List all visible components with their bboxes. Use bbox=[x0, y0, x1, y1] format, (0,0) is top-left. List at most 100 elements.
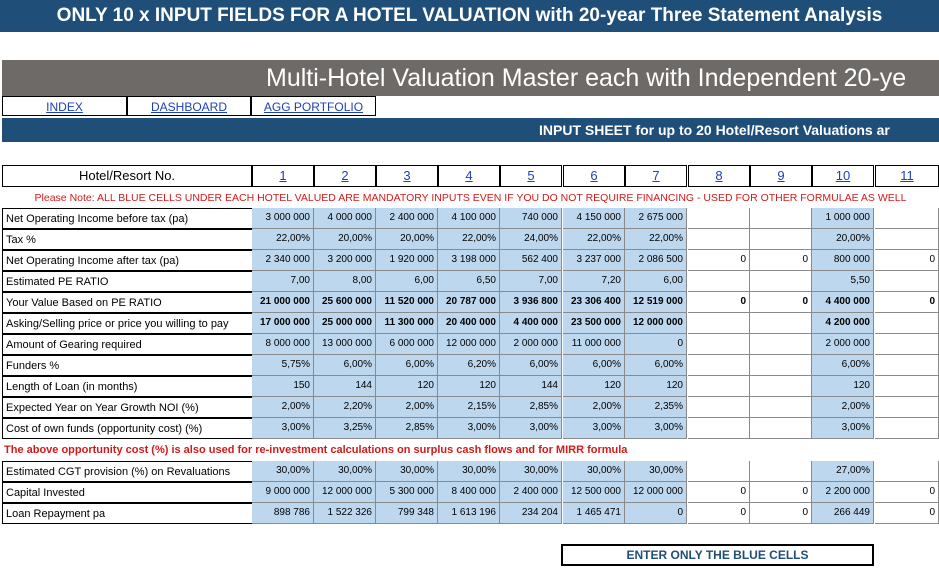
value-cell[interactable]: 0 bbox=[625, 503, 687, 524]
value-cell[interactable]: 5,75% bbox=[252, 355, 314, 376]
value-cell[interactable]: 30,00% bbox=[252, 461, 314, 482]
value-cell[interactable]: 2,20% bbox=[314, 397, 376, 418]
value-cell[interactable]: 120 bbox=[625, 376, 687, 397]
hotel-number-6[interactable]: 6 bbox=[563, 165, 625, 187]
value-cell[interactable]: 6,50 bbox=[438, 271, 500, 292]
value-cell[interactable]: 4 100 000 bbox=[438, 208, 500, 229]
value-cell[interactable]: 266 449 bbox=[812, 503, 874, 524]
value-cell[interactable]: 20 787 000 bbox=[438, 292, 500, 313]
value-cell[interactable]: 4 200 000 bbox=[812, 313, 874, 334]
value-cell[interactable]: 2 000 000 bbox=[812, 334, 874, 355]
hotel-number-2[interactable]: 2 bbox=[314, 165, 376, 187]
value-cell[interactable]: 120 bbox=[438, 376, 500, 397]
value-cell[interactable]: 2 200 000 bbox=[812, 482, 874, 503]
value-cell[interactable]: 4 400 000 bbox=[812, 292, 874, 313]
value-cell[interactable]: 2,15% bbox=[438, 397, 500, 418]
value-cell[interactable]: 11 000 000 bbox=[563, 334, 625, 355]
value-cell[interactable]: 120 bbox=[563, 376, 625, 397]
hotel-number-11[interactable]: 11 bbox=[875, 165, 939, 187]
value-cell[interactable]: 4 150 000 bbox=[563, 208, 625, 229]
value-cell[interactable]: 144 bbox=[314, 376, 376, 397]
value-cell[interactable]: 1 613 196 bbox=[438, 503, 500, 524]
hotel-number-3[interactable]: 3 bbox=[376, 165, 438, 187]
value-cell[interactable]: 12 519 000 bbox=[625, 292, 687, 313]
value-cell[interactable]: 3,00% bbox=[252, 418, 314, 439]
value-cell[interactable]: 2,35% bbox=[625, 397, 687, 418]
value-cell[interactable]: 2 400 000 bbox=[376, 208, 438, 229]
value-cell[interactable]: 2,00% bbox=[252, 397, 314, 418]
value-cell[interactable]: 8 000 000 bbox=[252, 334, 314, 355]
value-cell[interactable]: 3,00% bbox=[500, 418, 562, 439]
index-link[interactable]: INDEX bbox=[2, 96, 127, 116]
value-cell[interactable]: 120 bbox=[376, 376, 438, 397]
value-cell[interactable]: 17 000 000 bbox=[252, 313, 314, 334]
value-cell[interactable]: 22,00% bbox=[252, 229, 314, 250]
value-cell[interactable]: 25 000 000 bbox=[314, 313, 376, 334]
value-cell[interactable]: 11 300 000 bbox=[376, 313, 438, 334]
value-cell[interactable]: 21 000 000 bbox=[252, 292, 314, 313]
value-cell[interactable]: 22,00% bbox=[563, 229, 625, 250]
value-cell[interactable]: 20,00% bbox=[812, 229, 874, 250]
value-cell[interactable]: 12 000 000 bbox=[314, 482, 376, 503]
value-cell[interactable]: 3 200 000 bbox=[314, 250, 376, 271]
value-cell[interactable]: 800 000 bbox=[812, 250, 874, 271]
value-cell[interactable]: 3,00% bbox=[812, 418, 874, 439]
value-cell[interactable]: 12 000 000 bbox=[625, 482, 687, 503]
value-cell[interactable]: 30,00% bbox=[314, 461, 376, 482]
hotel-number-10[interactable]: 10 bbox=[812, 165, 874, 187]
value-cell[interactable]: 6,00% bbox=[625, 355, 687, 376]
value-cell[interactable]: 13 000 000 bbox=[314, 334, 376, 355]
value-cell[interactable]: 2 340 000 bbox=[252, 250, 314, 271]
value-cell[interactable]: 1 000 000 bbox=[812, 208, 874, 229]
dashboard-link[interactable]: DASHBOARD bbox=[127, 96, 251, 116]
value-cell[interactable]: 27,00% bbox=[812, 461, 874, 482]
value-cell[interactable]: 12 500 000 bbox=[563, 482, 625, 503]
value-cell[interactable]: 1 920 000 bbox=[376, 250, 438, 271]
value-cell[interactable]: 3 936 800 bbox=[500, 292, 562, 313]
value-cell[interactable]: 8,00 bbox=[314, 271, 376, 292]
value-cell[interactable]: 20,00% bbox=[314, 229, 376, 250]
value-cell[interactable]: 144 bbox=[500, 376, 562, 397]
value-cell[interactable]: 2,85% bbox=[500, 397, 562, 418]
value-cell[interactable]: 2 086 500 bbox=[625, 250, 687, 271]
value-cell[interactable]: 3,25% bbox=[314, 418, 376, 439]
value-cell[interactable]: 3 198 000 bbox=[438, 250, 500, 271]
value-cell[interactable]: 799 348 bbox=[376, 503, 438, 524]
value-cell[interactable]: 12 000 000 bbox=[438, 334, 500, 355]
value-cell[interactable]: 25 600 000 bbox=[314, 292, 376, 313]
value-cell[interactable]: 6,00% bbox=[563, 355, 625, 376]
value-cell[interactable]: 150 bbox=[252, 376, 314, 397]
value-cell[interactable]: 6,00% bbox=[812, 355, 874, 376]
value-cell[interactable]: 2,00% bbox=[376, 397, 438, 418]
value-cell[interactable]: 30,00% bbox=[563, 461, 625, 482]
value-cell[interactable]: 5,50 bbox=[812, 271, 874, 292]
value-cell[interactable]: 1 522 326 bbox=[314, 503, 376, 524]
value-cell[interactable]: 9 000 000 bbox=[252, 482, 314, 503]
value-cell[interactable]: 3 000 000 bbox=[252, 208, 314, 229]
value-cell[interactable]: 2,00% bbox=[563, 397, 625, 418]
value-cell[interactable]: 22,00% bbox=[438, 229, 500, 250]
value-cell[interactable]: 6,00 bbox=[625, 271, 687, 292]
value-cell[interactable]: 1 465 471 bbox=[563, 503, 625, 524]
value-cell[interactable]: 5 300 000 bbox=[376, 482, 438, 503]
value-cell[interactable]: 24,00% bbox=[500, 229, 562, 250]
value-cell[interactable]: 2,00% bbox=[812, 397, 874, 418]
value-cell[interactable]: 30,00% bbox=[625, 461, 687, 482]
value-cell[interactable]: 20 400 000 bbox=[438, 313, 500, 334]
value-cell[interactable]: 22,00% bbox=[625, 229, 687, 250]
value-cell[interactable]: 120 bbox=[812, 376, 874, 397]
value-cell[interactable]: 3,00% bbox=[563, 418, 625, 439]
value-cell[interactable]: 2 675 000 bbox=[625, 208, 687, 229]
value-cell[interactable]: 7,00 bbox=[500, 271, 562, 292]
value-cell[interactable]: 3,00% bbox=[438, 418, 500, 439]
value-cell[interactable]: 2 400 000 bbox=[500, 482, 562, 503]
value-cell[interactable]: 234 204 bbox=[500, 503, 562, 524]
value-cell[interactable]: 0 bbox=[625, 334, 687, 355]
value-cell[interactable]: 6,00 bbox=[376, 271, 438, 292]
value-cell[interactable]: 23 306 400 bbox=[563, 292, 625, 313]
value-cell[interactable]: 30,00% bbox=[500, 461, 562, 482]
value-cell[interactable]: 2,85% bbox=[376, 418, 438, 439]
value-cell[interactable]: 7,00 bbox=[252, 271, 314, 292]
hotel-number-7[interactable]: 7 bbox=[625, 165, 687, 187]
value-cell[interactable]: 2 000 000 bbox=[500, 334, 562, 355]
